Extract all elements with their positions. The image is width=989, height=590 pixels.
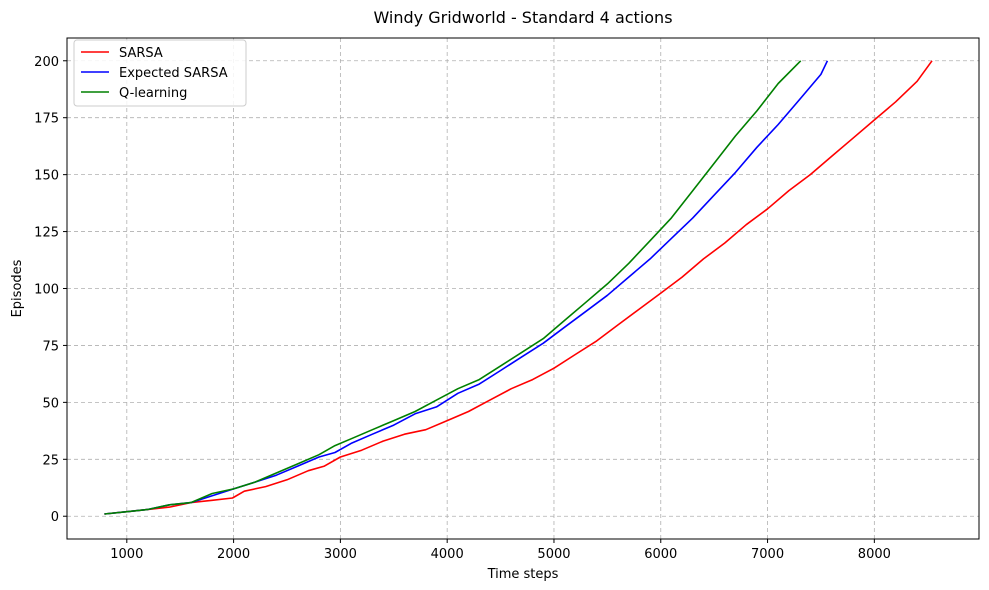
x-tick-label: 1000 xyxy=(110,547,143,562)
x-tick-label: 4000 xyxy=(431,547,464,562)
y-tick-label: 100 xyxy=(34,283,59,298)
x-tick-label: 2000 xyxy=(217,547,250,562)
y-tick-label: 25 xyxy=(42,453,59,468)
axis-ticks: 1000 2000 3000 4000 5000 6000 7000 8000 0 25 50 75 1… xyxy=(34,55,891,562)
series-line-sarsa xyxy=(104,60,933,515)
y-axis-label: Episodes xyxy=(10,259,25,317)
legend-box xyxy=(73,39,247,107)
series-line-q-learning xyxy=(104,60,802,515)
x-tick-label: 3000 xyxy=(324,547,357,562)
grid xyxy=(67,38,979,539)
x-tick-label: 8000 xyxy=(858,547,891,562)
y-tick-label: 0 xyxy=(51,510,59,525)
series-lines xyxy=(104,60,933,515)
x-tick-label: 6000 xyxy=(644,547,677,562)
y-tick-label: 150 xyxy=(34,169,59,184)
legend-label: Q-learning xyxy=(119,86,187,101)
x-axis-label: Time steps xyxy=(487,567,559,582)
y-tick-label: 175 xyxy=(34,112,59,127)
y-tick-label: 125 xyxy=(34,226,59,241)
x-tick-label: 5000 xyxy=(537,547,570,562)
x-tick-label: 7000 xyxy=(751,547,784,562)
legend-label: Expected SARSA xyxy=(119,66,228,81)
y-tick-label: 75 xyxy=(42,339,59,354)
y-tick-label: 200 xyxy=(34,55,59,70)
chart-title: Windy Gridworld - Standard 4 actions xyxy=(373,8,672,27)
series-line-expected-sarsa xyxy=(104,60,829,515)
y-tick-label: 50 xyxy=(42,396,59,411)
legend-label: SARSA xyxy=(119,46,163,61)
legend: SARSA Expected SARSA Q-learning xyxy=(73,39,247,107)
